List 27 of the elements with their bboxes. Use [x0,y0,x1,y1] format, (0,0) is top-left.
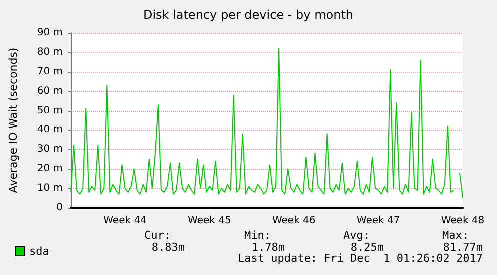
y-tick-label: 20 m [37,164,63,175]
text: Min: [244,229,272,242]
y-tick-label: 10 m [37,183,63,194]
y-axis-title: Average IO Wait (seconds) [7,48,20,194]
text: Last update: Fri Dec 1 01:26:02 2017 [238,252,484,265]
legend-label: sda [30,245,50,258]
chart-title: Disk latency per device - by month [143,8,354,22]
x-tick-label: Week 47 [356,216,400,226]
text: Cur: [144,229,172,242]
x-tick-label: Week 46 [272,216,316,226]
y-tick-label: 60 m [37,86,63,97]
y-tick-label: 40 m [37,124,63,136]
x-tick-label: Week 45 [188,216,232,226]
text: 8.83m [152,241,186,254]
text: 81.77m [443,241,484,254]
y-tick-label: 50 m [37,105,63,116]
text: 1.78m [252,241,286,254]
text: Max: [442,229,470,242]
x-tick-label: Week 44 [104,216,147,226]
y-tick-label: 70 m [37,66,63,78]
x-tick-label: Week 48 [441,216,485,226]
y-tick-label: 80 m [37,46,63,58]
text: 8.25m [350,241,384,254]
y-tick-label: 90 m [37,28,63,38]
text: Avg: [344,229,370,242]
y-tick-label: 0 [56,202,63,214]
y-tick-label: 30 m [37,144,63,156]
